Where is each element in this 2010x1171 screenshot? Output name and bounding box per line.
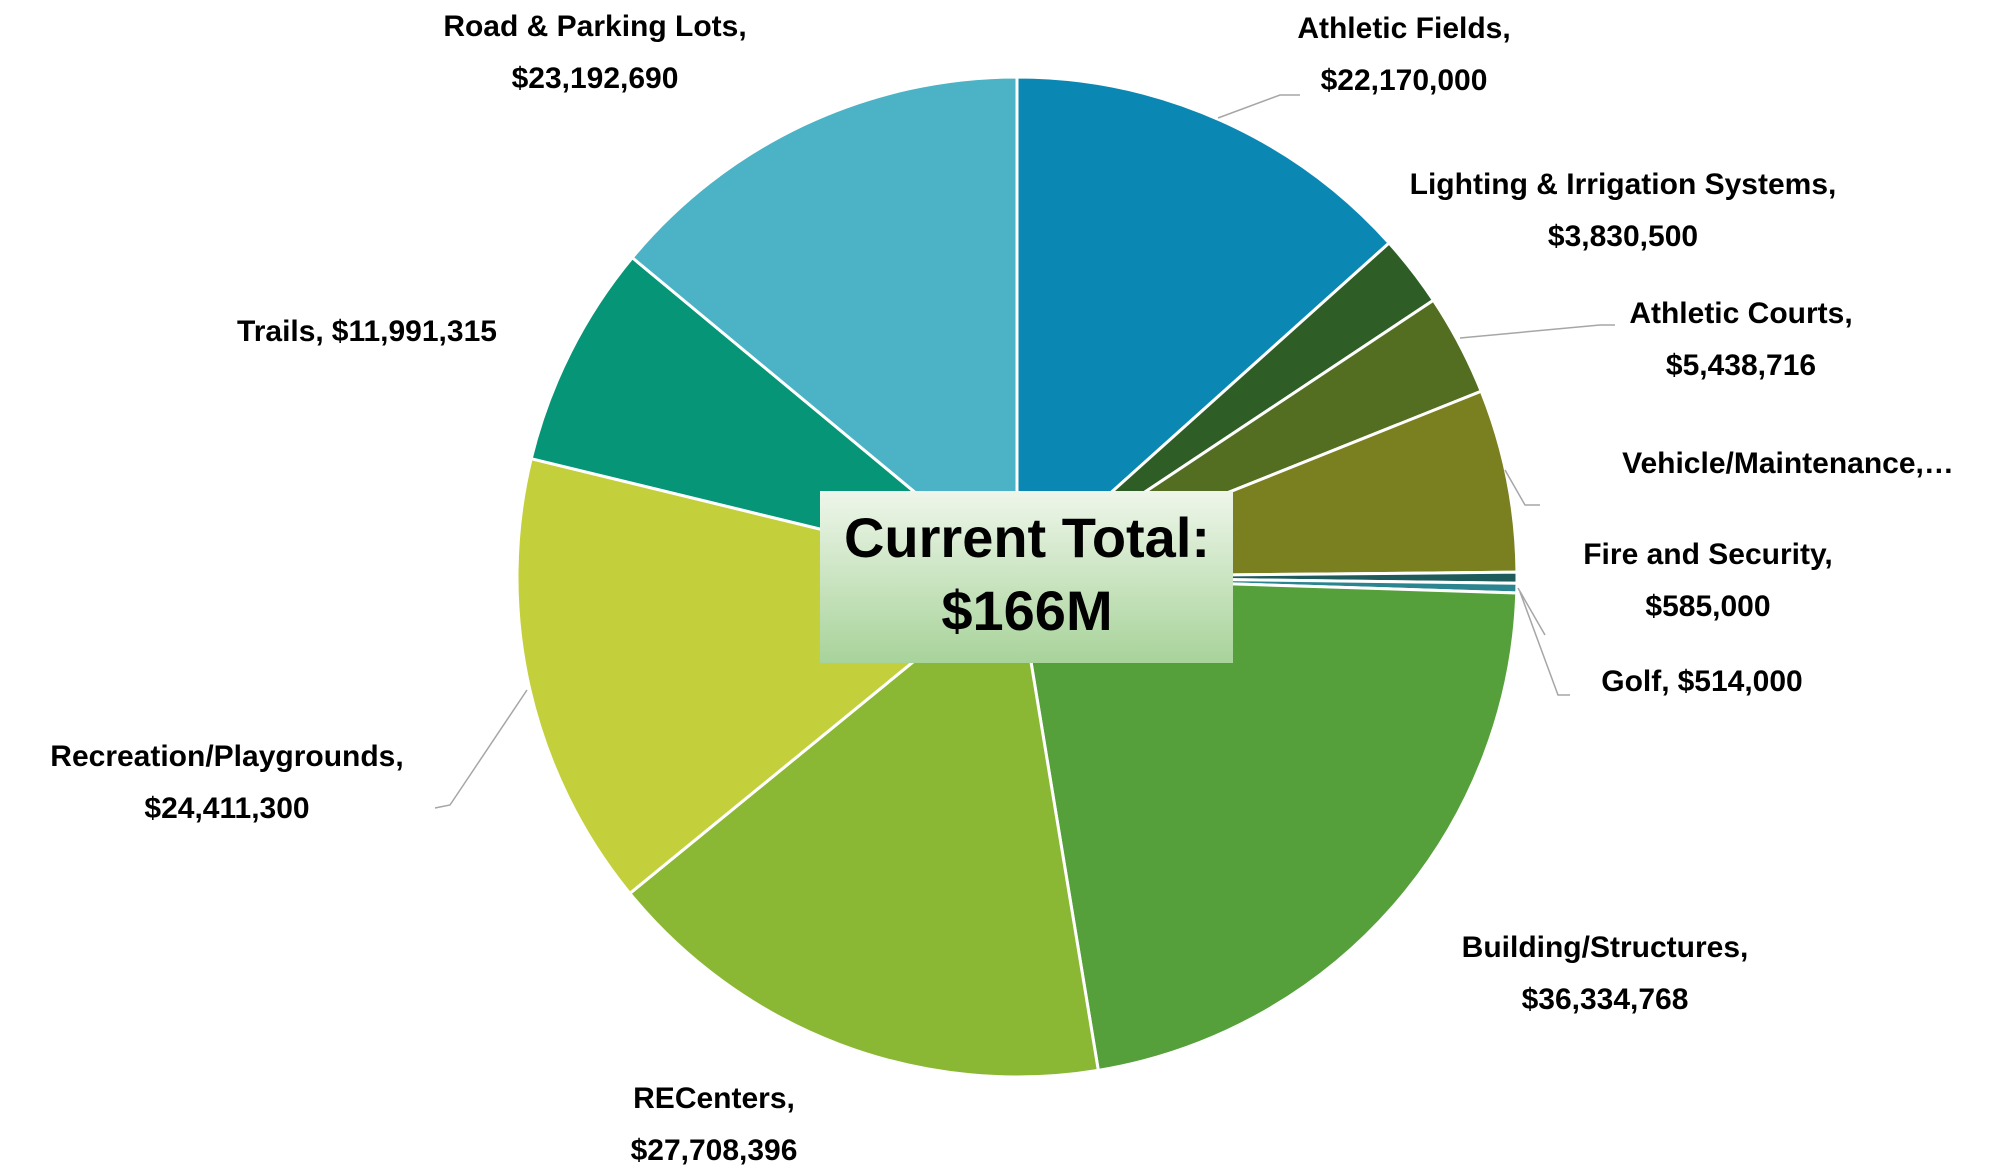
labels: Athletic Fields, $22,170,000 Lighting & Ir… (50, 10, 1954, 1167)
slice-label: Trails, $11,991,315 (237, 315, 497, 348)
leader-line (1504, 469, 1540, 506)
value-label: $5,438,716 (1666, 349, 1816, 382)
leader-line (1519, 591, 1570, 696)
total-value: $166M (941, 579, 1112, 642)
leader-line (1459, 324, 1615, 339)
pie-slice (1015, 75, 1392, 581)
total-box (820, 491, 1233, 663)
value-label: $23,192,690 (512, 62, 679, 95)
leader-line (434, 689, 528, 809)
category-label: Vehicle/Maintenance,… (1622, 447, 1954, 480)
pie-slice (1015, 575, 1519, 1073)
total-label: Current Total: (844, 506, 1210, 569)
category-label: Golf, (1601, 665, 1669, 698)
slice-label: Golf, $514,000 (1601, 665, 1802, 698)
leader-line (1217, 94, 1300, 119)
value-label: $585,000 (1645, 590, 1770, 623)
pie-slice (627, 574, 1101, 1079)
category-label: Athletic Courts, (1629, 297, 1852, 330)
value-label: $11,991,315 (332, 315, 497, 348)
category-label: Trails, (237, 315, 324, 348)
value-label: $514,000 (1678, 665, 1803, 698)
category-label: Road & Parking Lots, (443, 10, 746, 43)
value-label: $27,708,396 (631, 1134, 798, 1167)
value-label: $3,830,500 (1548, 220, 1698, 253)
category-label: Fire and Security, (1583, 538, 1833, 571)
category-label: RECenters, (633, 1082, 795, 1115)
value-label: $36,334,768 (1522, 983, 1689, 1016)
category-label: Recreation/Playgrounds, (50, 740, 403, 773)
pie-slice (630, 75, 1019, 581)
leader-line (1517, 587, 1546, 636)
category-label: Lighting & Irrigation Systems, (1410, 168, 1837, 201)
leader-lines (434, 94, 1615, 809)
category-label: Athletic Fields, (1297, 12, 1510, 45)
category-label: Building/Structures, (1462, 931, 1749, 964)
value-label: $22,170,000 (1321, 64, 1488, 97)
value-label: $24,411,300 (144, 792, 309, 825)
